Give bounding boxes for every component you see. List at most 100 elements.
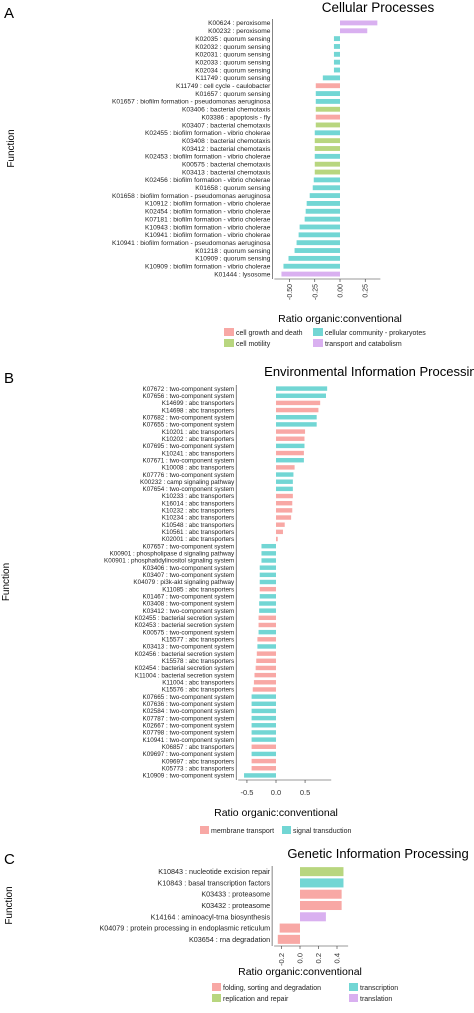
bar [314, 161, 340, 167]
bar [259, 608, 276, 613]
category-label: K06857 : abc transporters [162, 744, 234, 751]
category-label: K09697 : abc transporters [162, 758, 234, 765]
category-label: K07656 : two-component system [143, 393, 235, 400]
category-label: K02667 : two-component system [143, 722, 235, 729]
bar [306, 201, 340, 206]
category-label: K07657 : two-component system [143, 543, 235, 550]
bar [314, 130, 340, 136]
category-label: K03412 : bacterial chemotaxis [182, 146, 271, 153]
chart-title: Environmental Information Processing [264, 364, 474, 379]
category-label: K03408 : two-component system [143, 601, 235, 608]
category-label: K07776 : two-component system [143, 472, 235, 479]
bar [294, 248, 340, 253]
category-label: K07671 : two-component system [143, 457, 235, 464]
category-label: K10232 : abc transporters [162, 508, 234, 515]
bar [340, 28, 368, 34]
category-label: K02032 : quorum sensing [195, 44, 270, 51]
category-label: K00901 : phospholipase d signaling pathw… [110, 551, 235, 558]
x-tick-label: 0.5 [300, 788, 310, 797]
category-label: K03433 : proteasome [201, 890, 270, 899]
category-label: K11085 : abc transporters [162, 586, 234, 593]
bar [251, 708, 276, 714]
category-label: K03407 : two-component system [143, 572, 235, 579]
bar [276, 443, 305, 449]
x-axis-title: Ratio organic:conventional [238, 966, 362, 978]
bar [300, 878, 344, 888]
panel-b: B Environmental Information Processing -0.… [1, 364, 474, 835]
category-label: K00575 : two-component system [143, 629, 235, 636]
legend-swatch [212, 983, 221, 991]
bar [276, 450, 304, 456]
category-label: K15576 : abc transporters [162, 687, 234, 694]
bar [276, 536, 278, 542]
category-label: K07181 : biofilm formation - vibrio chol… [145, 216, 271, 223]
category-label: K10941 : biofilm formation - vibrio chol… [145, 232, 271, 239]
category-label: K10843 : basal transcription factors [157, 878, 270, 887]
category-label: K03432 : proteasome [201, 901, 270, 910]
x-tick-label: 0.0 [271, 788, 281, 797]
category-label: K04079 : pi3k-akt signaling pathway [133, 579, 235, 586]
x-tick-label: -0.2 [277, 953, 286, 966]
bar [298, 232, 340, 238]
category-label: K02453 : biofilm formation - vibrio chol… [145, 154, 271, 161]
category-label: K14699 : abc transporters [162, 400, 234, 407]
chart-title: Cellular Processes [322, 0, 435, 15]
legend-swatch [313, 328, 323, 336]
legend-label: signal transduction [293, 828, 351, 835]
x-tick-label: -0.50 [287, 284, 294, 300]
category-label: K10202 : abc transporters [162, 436, 234, 443]
bar [315, 98, 340, 104]
legend: membrane transport signal transduction [200, 826, 351, 835]
category-label: K10561 : abc transporters [162, 529, 234, 536]
bar [305, 208, 340, 214]
category-label: K00901 : phosphatidylinositol signaling … [104, 558, 234, 565]
x-tick-label: -0.25 [312, 284, 319, 300]
bar [251, 766, 276, 771]
bar [279, 923, 300, 933]
category-label: K03406 : two-component system [143, 565, 235, 572]
bar [254, 672, 276, 678]
category-label: K02455 : bacterial secretion system [134, 615, 234, 622]
legend-label: replication and repair [223, 996, 289, 1003]
bar [251, 744, 276, 749]
bar [259, 594, 276, 599]
bar [251, 751, 276, 757]
category-label: K03413 : bacterial chemotaxis [182, 169, 271, 176]
bar [259, 579, 276, 585]
bar [259, 572, 276, 578]
bar [300, 912, 326, 922]
category-label: K10548 : abc transporters [162, 522, 234, 529]
category-label: K14698 : abc transporters [162, 407, 234, 414]
category-label: K16014 : abc transporters [162, 500, 234, 507]
category-label: K01657 : biofilm formation - pseudomonas… [112, 99, 271, 106]
bar [276, 436, 305, 441]
bar [276, 508, 293, 513]
category-label: K03386 : apoptosis - fly [201, 114, 271, 121]
bar [276, 393, 326, 398]
bar [251, 730, 276, 735]
bar [276, 529, 283, 535]
bar [256, 658, 276, 664]
category-label: K02001 : abc transporters [162, 536, 234, 543]
category-label: K11004 : bacterial secretion system [135, 672, 234, 679]
bar [276, 465, 295, 470]
x-tick-label: 0.0 [296, 953, 305, 963]
category-label: K02035 : quorum sensing [195, 36, 270, 43]
bar [315, 106, 340, 112]
bar [261, 543, 276, 549]
bar [314, 169, 340, 175]
category-label: K00232 : camp signaling pathway [140, 479, 235, 486]
bar [340, 20, 378, 26]
category-label: K10909 : two-component system [143, 773, 235, 780]
category-label: K03413 : two-component system [143, 644, 235, 651]
bar [315, 83, 340, 89]
bar [276, 522, 285, 527]
category-label: K10234 : abc transporters [162, 515, 234, 522]
bars [244, 386, 328, 778]
legend-label: cell motility [236, 341, 271, 348]
bar [315, 122, 340, 128]
bar [276, 386, 328, 391]
x-ticks: -0.5 0.0 0.5 [240, 780, 310, 797]
